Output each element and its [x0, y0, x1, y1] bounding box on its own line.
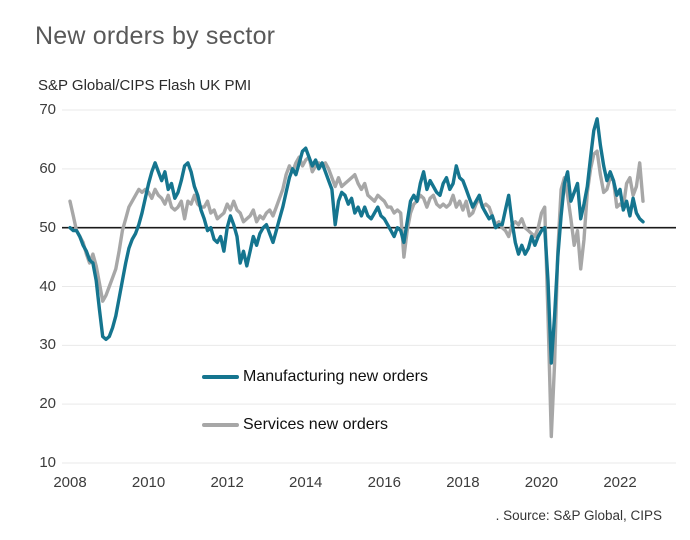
x-tick-label: 2014 [289, 474, 323, 491]
legend-item-services: Services new orders [202, 416, 388, 434]
legend-item-manufacturing: Manufacturing new orders [202, 368, 428, 386]
x-tick-label: 2008 [53, 474, 87, 491]
y-tick-label: 50 [39, 218, 56, 236]
y-tick-label: 40 [39, 277, 56, 295]
manufacturing-line-swatch [202, 375, 239, 379]
services-line-swatch [202, 423, 239, 427]
x-tick-label: 2012 [210, 474, 244, 491]
source-note: . Source: S&P Global, CIPS [495, 508, 662, 523]
x-tick-label: 2022 [603, 474, 637, 491]
x-tick-label: 2018 [446, 474, 480, 491]
x-tick-label: 2010 [131, 474, 166, 491]
y-tick-label: 20 [39, 395, 56, 413]
legend-label-services: Services new orders [243, 416, 388, 433]
chart-title: New orders by sector [35, 22, 276, 50]
series-line-manufacturing-new-orders [68, 117, 645, 365]
chart-subtitle: S&P Global/CIPS Flash UK PMI [38, 77, 252, 94]
y-tick-label: 10 [39, 454, 56, 471]
y-tick-label: 60 [39, 159, 56, 177]
y-tick-label: 70 [39, 101, 56, 118]
x-tick-label: 2020 [524, 474, 559, 491]
y-tick-label: 30 [39, 336, 56, 354]
legend-label-manufacturing: Manufacturing new orders [243, 368, 428, 385]
x-tick-label: 2016 [367, 474, 401, 491]
